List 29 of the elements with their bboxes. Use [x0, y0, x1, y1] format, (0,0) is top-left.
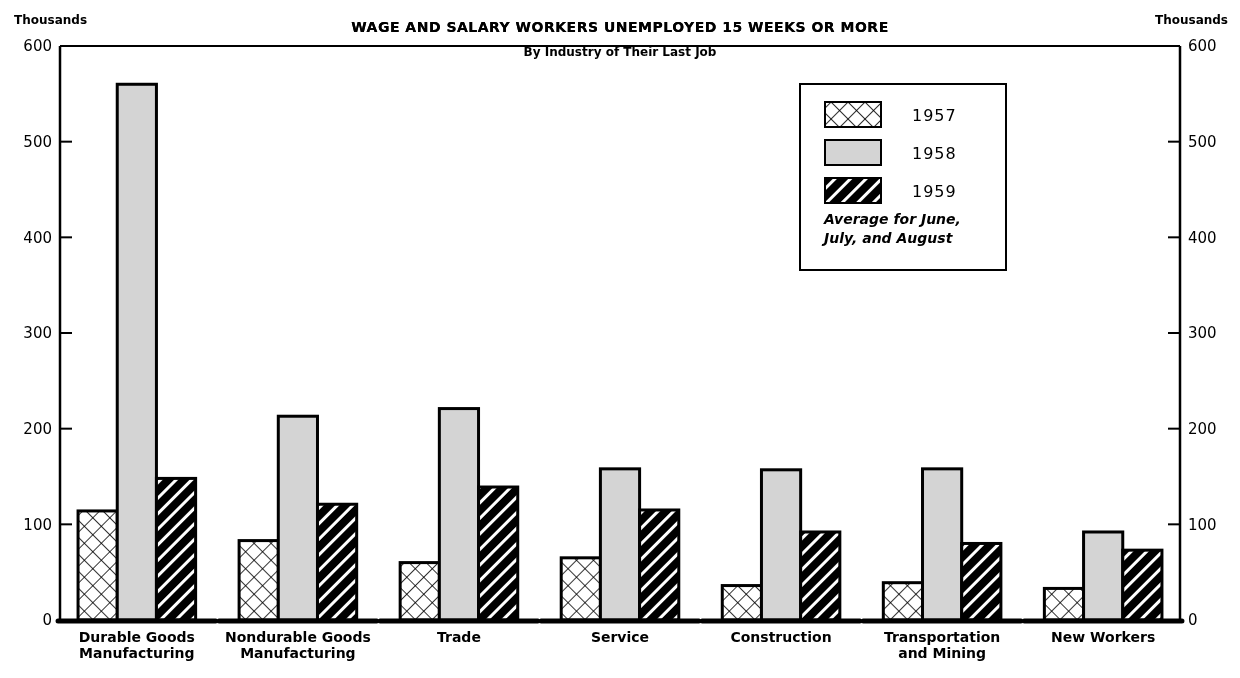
annotation: Average for June, July, and August	[821, 211, 961, 246]
y-tick-label: 400	[23, 228, 52, 247]
y-tick-label: 200	[23, 419, 52, 438]
legend-label: 1958	[912, 143, 957, 163]
y-axis-title: Thousands	[14, 13, 88, 27]
chart-title: WAGE AND SALARY WORKERS UNEMPLOYED 15 WEEKS OR MORE	[351, 19, 889, 35]
y-tick-label: 0	[42, 611, 52, 630]
y-tick-label: 100	[23, 515, 52, 534]
y2-tick-label: 200	[1188, 419, 1217, 438]
x-tick-label: Durable Goods Manufacturing	[78, 629, 195, 661]
y2-tick-label: 500	[1188, 132, 1217, 151]
y2-axis-title: Thousands	[1154, 13, 1228, 27]
y-tick-label: 600	[23, 37, 52, 56]
chart-subtitle: By Industry of Their Last Job	[523, 45, 717, 59]
y2-tick-label: 300	[1188, 324, 1217, 343]
y2-tick-label: 100	[1188, 515, 1217, 534]
x-tick-label: Construction	[730, 629, 832, 645]
x-tick-label: Trade	[437, 629, 481, 645]
legend-label: 1957	[912, 105, 957, 125]
x-tick-label: Service	[590, 629, 650, 645]
y2-tick-label: 400	[1188, 228, 1217, 247]
y-tick-label: 300	[23, 324, 52, 343]
x-tick-label: New Workers	[1051, 629, 1156, 645]
y2-tick-label: 0	[1188, 611, 1198, 630]
x-tick-label: Transportation and Mining	[883, 629, 1001, 661]
y2-tick-label: 600	[1188, 37, 1217, 56]
x-tick-label: Nondurable Goods Manufacturing	[224, 629, 371, 661]
legend-label: 1959	[912, 181, 957, 201]
y-tick-label: 500	[23, 132, 52, 151]
